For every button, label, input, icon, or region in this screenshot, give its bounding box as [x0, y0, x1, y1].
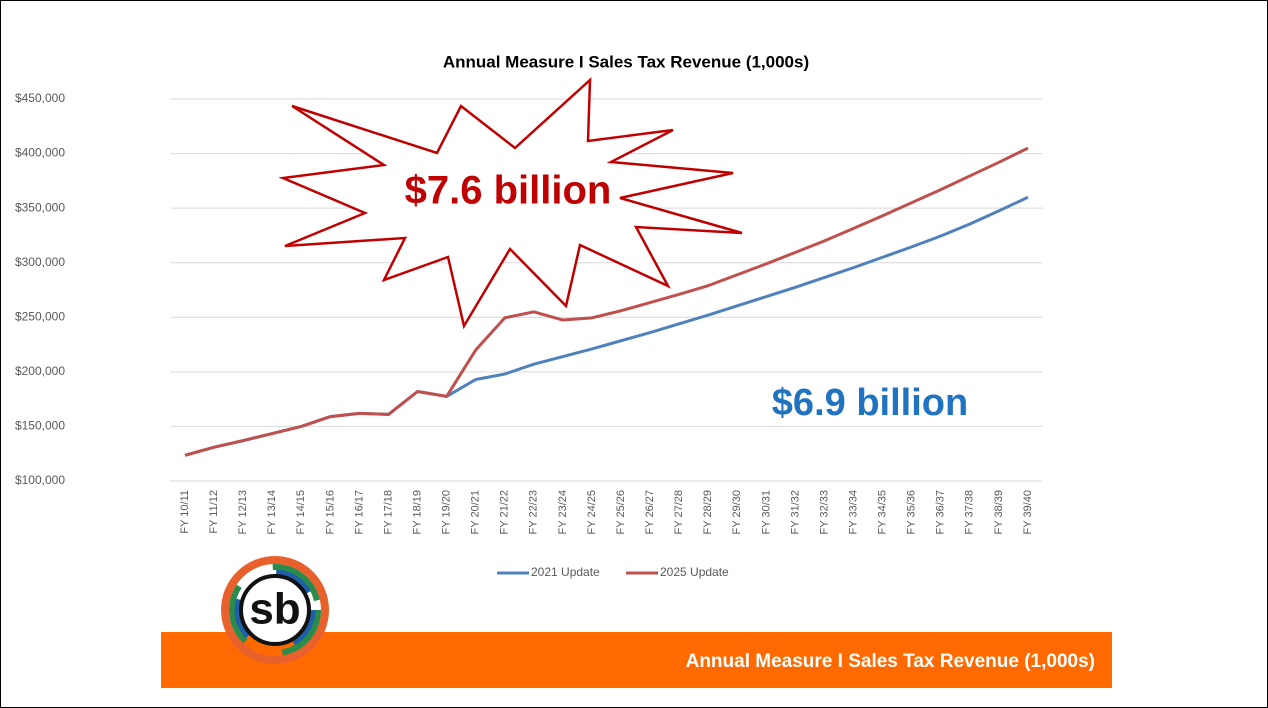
logo-ring	[221, 556, 329, 664]
chart-title: Annual Measure I Sales Tax Revenue (1,00…	[443, 52, 809, 71]
x-tick-label: FY 32/33	[818, 490, 830, 534]
x-tick-label: FY 34/35	[877, 490, 889, 534]
x-tick-label: FY 21/22	[499, 490, 511, 534]
x-tick-label: FY 26/27	[644, 490, 656, 534]
x-tick-label: FY 31/32	[789, 490, 801, 534]
legend-label: 2025 Update	[660, 565, 729, 579]
x-tick-label: FY 15/16	[324, 490, 336, 534]
logo: sb	[221, 556, 329, 664]
y-tick-label: $200,000	[15, 364, 65, 378]
x-tick-label: FY 12/13	[237, 490, 249, 534]
x-tick-label: FY 22/23	[528, 490, 540, 534]
y-tick-label: $250,000	[15, 309, 65, 323]
x-tick-label: FY 17/18	[382, 490, 394, 534]
x-tick-label: FY 18/19	[411, 490, 423, 534]
x-tick-label: FY 30/31	[760, 490, 772, 534]
x-tick-label: FY 35/36	[906, 490, 918, 534]
x-tick-label: FY 37/38	[964, 490, 976, 534]
y-tick-label: $450,000	[15, 91, 65, 105]
footer-title: Annual Measure I Sales Tax Revenue (1,00…	[686, 651, 1095, 672]
y-tick-label: $400,000	[15, 146, 65, 160]
x-tick-label: FY 20/21	[470, 490, 482, 534]
x-tick-label: FY 36/37	[935, 490, 947, 534]
legend-label: 2021 Update	[531, 565, 600, 579]
x-tick-label: FY 23/24	[557, 490, 569, 534]
x-tick-label: FY 19/20	[441, 490, 453, 534]
x-tick-label: FY 13/14	[266, 490, 278, 534]
x-tick-label: FY 25/26	[615, 490, 627, 534]
x-tick-label: FY 33/34	[847, 490, 859, 534]
x-tick-label: FY 14/15	[295, 490, 307, 534]
logo-disc	[239, 574, 311, 646]
x-tick-label: FY 10/11	[179, 490, 191, 534]
x-tick-label: FY 39/40	[1022, 490, 1034, 534]
x-tick-label: FY 29/30	[731, 490, 743, 534]
footer-bar	[161, 632, 1112, 688]
x-tick-label: FY 24/25	[586, 490, 598, 534]
starburst	[278, 77, 743, 330]
logo-text: sb	[249, 585, 300, 634]
x-tick-label: FY 27/28	[673, 490, 685, 534]
y-tick-label: $100,000	[15, 473, 65, 487]
logo-ring	[229, 564, 321, 656]
y-tick-label: $350,000	[15, 200, 65, 214]
x-tick-label: FY 38/39	[993, 490, 1005, 534]
x-tick-label: FY 28/29	[702, 490, 714, 534]
series-line	[184, 146, 1029, 457]
y-tick-label: $300,000	[15, 255, 65, 269]
logo-ring	[234, 569, 316, 651]
x-tick-label: FY 16/17	[353, 490, 365, 534]
annotation: $6.9 billion	[772, 382, 968, 424]
x-tick-label: FY 11/12	[208, 490, 220, 534]
annotation: $7.6 billion	[405, 169, 612, 213]
y-tick-label: $150,000	[15, 419, 65, 433]
